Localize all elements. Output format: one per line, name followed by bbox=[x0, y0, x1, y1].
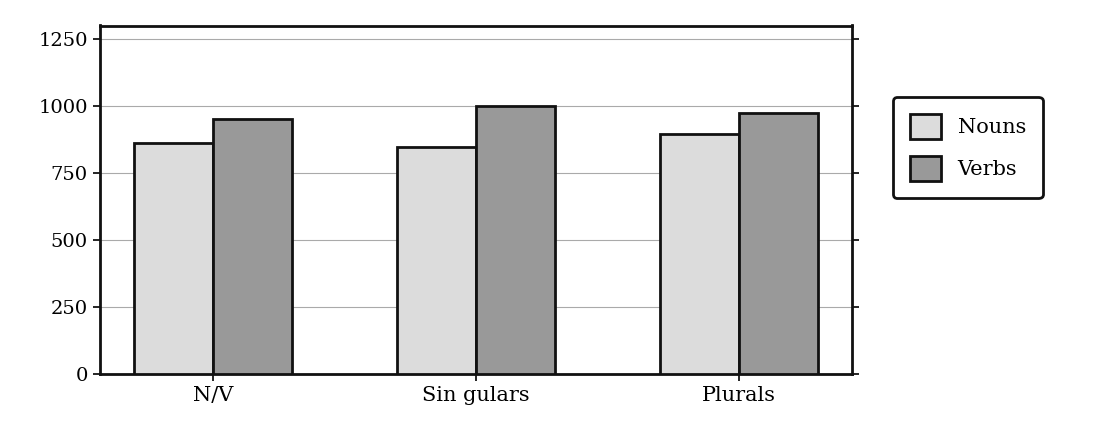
Bar bbox=[739, 113, 818, 374]
Bar bbox=[397, 147, 476, 374]
Bar bbox=[476, 106, 555, 374]
Bar bbox=[660, 134, 739, 374]
Bar bbox=[213, 119, 292, 374]
Bar bbox=[134, 144, 213, 374]
Legend: Nouns, Verbs: Nouns, Verbs bbox=[893, 97, 1043, 198]
